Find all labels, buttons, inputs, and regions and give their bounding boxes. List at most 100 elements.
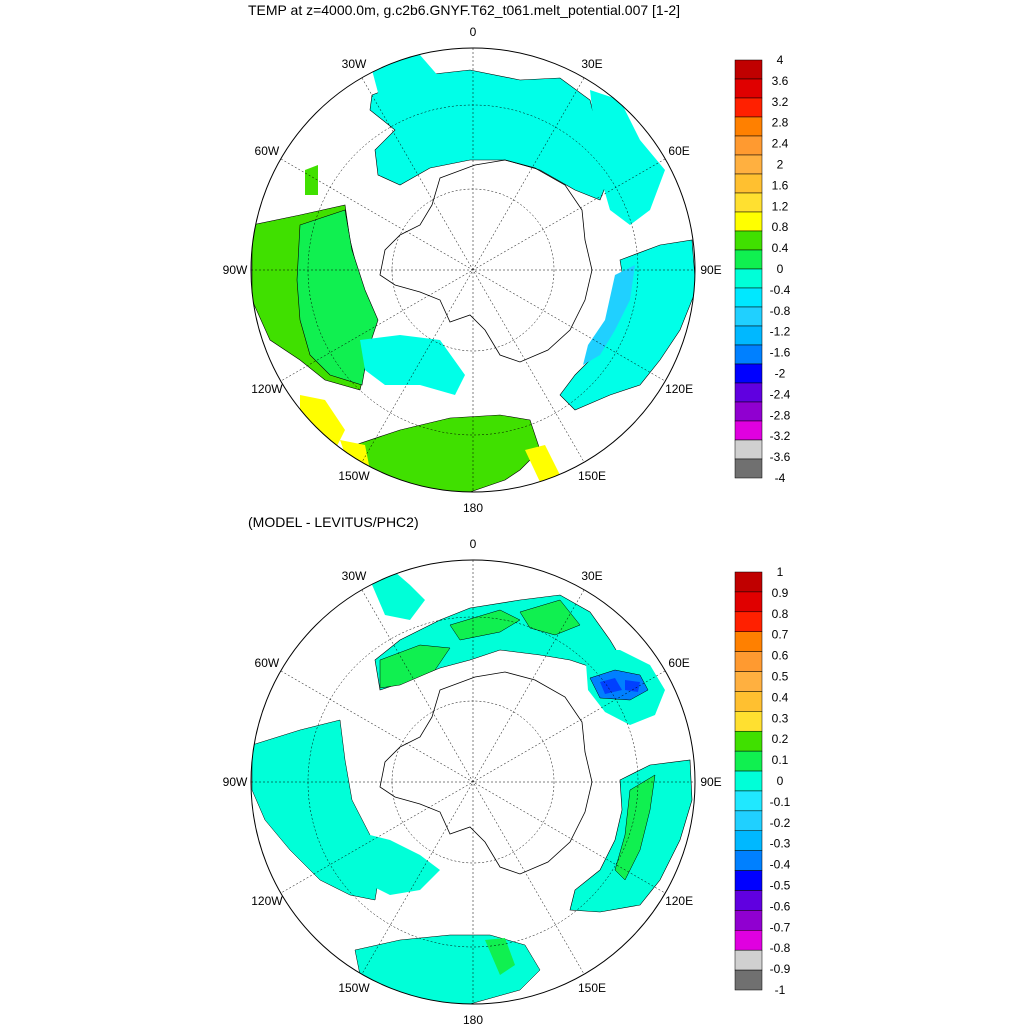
longitude-label: 150E [578,981,606,995]
colorbar-swatch [734,78,763,99]
colorbar-swatch [734,730,763,752]
colorbar-label: 1.6 [772,178,789,192]
colorbar-swatch [734,458,763,479]
cyan-region-weddell [369,69,611,201]
colorbar-swatch [734,344,763,365]
colorbar-swatch [734,382,763,403]
ocean-fields [251,55,695,492]
colorbar-label: -0.4 [770,283,791,297]
colorbar-swatch [734,192,763,213]
colorbar-label: -1 [775,983,786,997]
colorbar-label: 1 [777,565,784,579]
colorbar-swatch [734,770,763,792]
longitude-label: 180 [463,1013,483,1024]
map-boundary [250,47,696,493]
colorbar-label: 0.3 [772,711,789,725]
colorbar-swatch [734,154,763,175]
colorbar-swatch [734,750,763,772]
colorbar-swatch [734,969,763,991]
antarctica-outline [379,671,593,875]
colorbar-swatch [734,850,763,871]
colorbar-swatch [734,325,763,346]
longitude-label: 150E [578,469,606,483]
green-streaks-east [614,774,656,881]
dark-blue-core [600,678,640,694]
longitude-label: 90E [700,263,721,277]
longitude-label: 60E [668,144,689,158]
colorbar-label: 0.5 [772,670,789,684]
longitude-label: 120W [251,894,283,908]
small-green-patch [305,165,318,195]
graticule [251,560,695,1004]
colorbar-label: -3.6 [770,450,791,464]
colorbar-swatch [734,420,763,441]
longitude-labels: 0 30E 60E 90E 120E 150E 180 150W 120W 90W 60W 30W [223,25,722,515]
longitude-label: 60W [255,656,280,670]
colorbar-label: 2.4 [772,137,789,151]
longitude-label: 90E [700,775,721,789]
colorbar-swatch [734,230,763,251]
colorbar-swatch [734,59,763,80]
colorbar-label: -2.4 [770,387,791,401]
colorbar-label: 1.2 [772,199,789,213]
longitude-label: 60W [255,144,280,158]
longitude-label: 30E [581,57,602,71]
ocean-fields [251,572,693,1004]
colorbar-swatch [734,611,763,632]
colorbar-label: 0 [777,262,784,276]
colorbar-label: -4 [775,471,786,485]
cyan-region-north-atlantic [370,572,425,620]
colorbar-swatch [734,401,763,422]
cyan-region-north-atlantic [372,55,440,110]
colorbar-label: 0.9 [772,586,789,600]
yellow-region-3 [525,445,560,482]
longitude-label: 0 [470,537,477,551]
difference-map-title: (MODEL - LEVITUS/PHC2) [248,514,419,530]
colorbar-swatch [734,810,763,832]
longitude-label: 150W [338,981,370,995]
colorbar-swatch [734,631,763,652]
longitude-label: 30E [581,569,602,583]
yellow-region-1 [300,395,345,450]
cyan-region-ross [350,830,440,895]
colorbar-swatch [734,830,763,851]
difference-map: 0 30E 60E 90E 120E 150E 180 150W 120W 90W 60W 30W 1… [223,537,791,1024]
longitude-labels: 0 30E 60E 90E 120E 150E 180 150W 120W 90W 60W 30W [223,537,722,1024]
colorbar-label: -0.6 [770,899,791,913]
colorbar-label: -0.1 [770,795,791,809]
colorbar-label: 0.6 [772,649,789,663]
colorbar-swatch [734,268,763,289]
colorbar-label: 0 [777,774,784,788]
colorbar-swatch [734,711,763,732]
colorbar-label: -0.5 [770,879,791,893]
colorbar-label: 0.8 [772,220,789,234]
cyan-region-south-pacific [354,934,541,1004]
colorbar-label: -3.2 [770,429,791,443]
longitude-label: 150W [338,469,370,483]
colorbar-label: 3.2 [772,95,789,109]
colorbar-swatch [734,249,763,270]
colorbar-label: 0.2 [772,732,789,746]
colorbar-swatch [734,363,763,384]
longitude-label: 180 [463,501,483,515]
graticule [251,48,695,492]
colorbar-swatch [734,135,763,156]
colorbar-label: 0.4 [772,690,789,704]
colorbar-label: -2 [775,367,786,381]
colorbar-swatch [734,870,763,891]
colorbar-label: -0.8 [770,941,791,955]
longitude-label: 90W [223,775,248,789]
colorbar-swatch [734,571,763,593]
green-region-south-pacific [354,414,541,492]
longitude-label: 120E [665,382,693,396]
longitude-label: 30W [342,569,367,583]
colorbar-label: -0.7 [770,920,791,934]
colorbar-label: -0.4 [770,858,791,872]
colorbar-swatch [734,930,763,951]
colorbar-swatch [734,211,763,232]
colorbar-swatch [734,97,763,118]
colorbar-swatch [734,651,763,672]
colorbar-label: 0.1 [772,753,789,767]
colorbar-swatch [734,910,763,931]
